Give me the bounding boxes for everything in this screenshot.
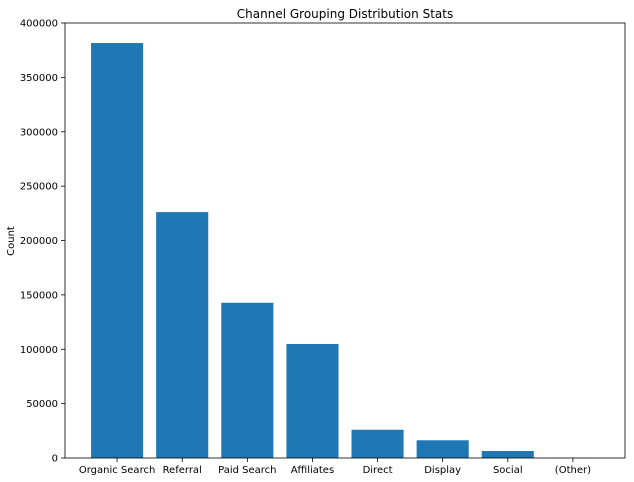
y-ticks-layer: 0 50000 100000 150000 200000 250000 300000 3500… [20,19,65,465]
bar-organic-search [91,43,144,459]
y-axis-label: Count [6,226,17,256]
bar-direct [351,429,404,458]
x-tick-label: Display [424,465,461,476]
y-tick-label: 400000 [20,19,58,30]
chart-title: Channel Grouping Distribution Stats [237,7,453,21]
y-tick-label: 0 [52,454,58,465]
y-tick-label: 250000 [20,182,58,193]
bar-referral [156,212,209,458]
plot-frame [64,22,626,459]
bar-display [416,440,469,458]
x-ticks-layer: Organic Search Referral Paid Search Affilia… [79,458,591,476]
x-tick-label: Social [493,465,523,476]
x-tick-label: Referral [163,465,202,476]
y-tick-label: 50000 [26,399,58,410]
axes-layer [64,22,626,459]
bars-layer [91,43,599,459]
x-tick-label: Paid Search [218,465,276,476]
y-tick-label: 100000 [20,345,58,356]
x-tick-label: (Other) [555,465,591,476]
x-tick-label: Affiliates [291,465,334,476]
bar-affiliates [286,343,339,458]
y-tick-label: 350000 [20,73,58,84]
bar-paid-search [221,302,274,458]
bar-social [481,451,534,458]
y-tick-label: 200000 [20,236,58,247]
y-tick-label: 300000 [20,127,58,138]
x-tick-label: Direct [363,465,393,476]
x-tick-label: Organic Search [79,465,155,476]
y-tick-label: 150000 [20,290,58,301]
